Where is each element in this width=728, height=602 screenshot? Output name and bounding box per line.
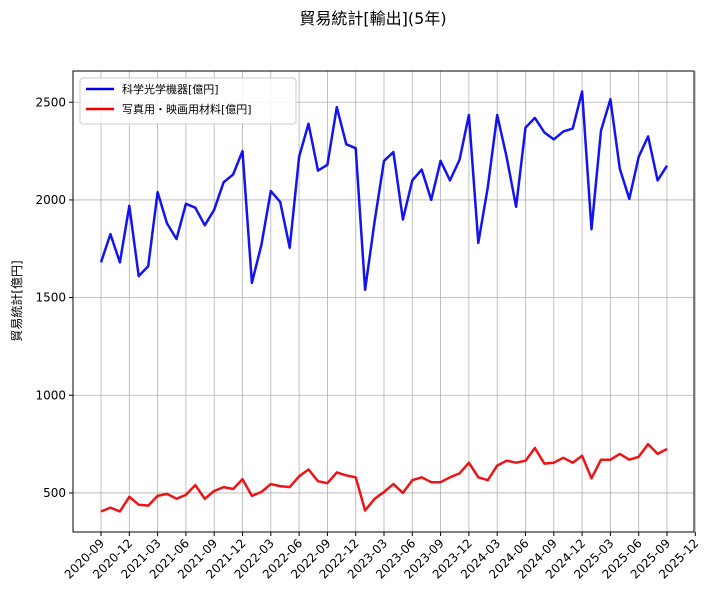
y-axis: 500 1000 1500 2000 2500 <box>35 95 73 500</box>
x-axis: 2020-092020-122021-032021-062021-092021-… <box>62 532 701 582</box>
y-tick-label: 500 <box>43 486 66 500</box>
legend-box <box>79 77 297 125</box>
y-tick-label: 1500 <box>35 291 66 305</box>
legend-label-film: 写真用・映画用材料[億円] <box>122 102 252 116</box>
y-tick-label: 1000 <box>35 388 66 402</box>
y-tick-label: 2500 <box>35 95 66 109</box>
legend: 科学光学機器[億円] 写真用・映画用材料[億円] <box>79 77 297 125</box>
series-line-optical-instruments <box>99 90 669 292</box>
series-line-film-materials <box>100 442 668 513</box>
chart-title: 貿易統計[輸出](5年) <box>299 9 446 28</box>
grid <box>73 71 696 532</box>
y-axis-label: 貿易統計[億円] <box>9 260 24 341</box>
legend-label-optical: 科学光学機器[億円] <box>122 82 219 96</box>
y-tick-label: 2000 <box>35 193 66 207</box>
series-lines <box>99 90 669 513</box>
